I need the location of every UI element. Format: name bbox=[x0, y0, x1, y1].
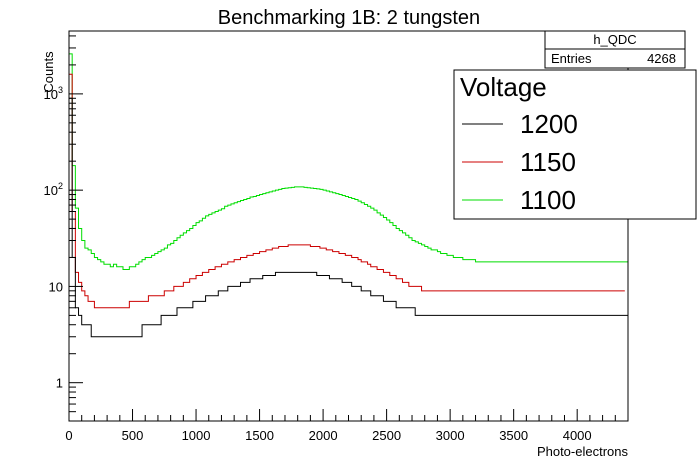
x-tick-label: 2000 bbox=[309, 428, 338, 443]
series-1100-line bbox=[69, 53, 628, 421]
x-axis-label: Photo-electrons bbox=[537, 444, 629, 459]
y-tick-label: 103 bbox=[44, 85, 63, 102]
y-tick-label: 102 bbox=[44, 181, 63, 198]
x-tick-label: 1500 bbox=[245, 428, 274, 443]
stats-box: h_QDC Entries 4268 bbox=[544, 30, 686, 69]
series-1150-line bbox=[69, 73, 625, 421]
x-tick-label: 3000 bbox=[436, 428, 465, 443]
series-1200-line bbox=[69, 97, 628, 421]
stats-box-entries-label: Entries bbox=[551, 51, 592, 66]
x-tick-label: 500 bbox=[122, 428, 144, 443]
y-tick-label: 1 bbox=[56, 376, 63, 391]
legend-frame bbox=[453, 69, 697, 220]
x-tick-label: 2500 bbox=[372, 428, 401, 443]
x-tick-label: 4000 bbox=[563, 428, 592, 443]
legend-label-1150: 1150 bbox=[520, 147, 576, 177]
legend-label-1100: 1100 bbox=[520, 185, 576, 215]
legend: Voltage 1200 1150 1100 bbox=[453, 69, 697, 220]
y-tick-label: 10 bbox=[49, 279, 63, 294]
legend-title: Voltage bbox=[460, 72, 547, 102]
legend-label-1200: 1200 bbox=[520, 109, 578, 139]
plot-area: 0 500 1000 1500 2000 2500 3000 3500 4000 1 10 102 10… bbox=[44, 30, 629, 443]
stats-box-entries-value: 4268 bbox=[647, 51, 676, 66]
y-axis-label: Counts bbox=[41, 51, 56, 93]
x-tick-label: 0 bbox=[65, 428, 72, 443]
x-tick-label: 3500 bbox=[499, 428, 528, 443]
chart-title: Benchmarking 1B: 2 tungsten bbox=[218, 7, 480, 29]
x-tick-label: 1000 bbox=[182, 428, 211, 443]
stats-box-name: h_QDC bbox=[593, 32, 636, 47]
